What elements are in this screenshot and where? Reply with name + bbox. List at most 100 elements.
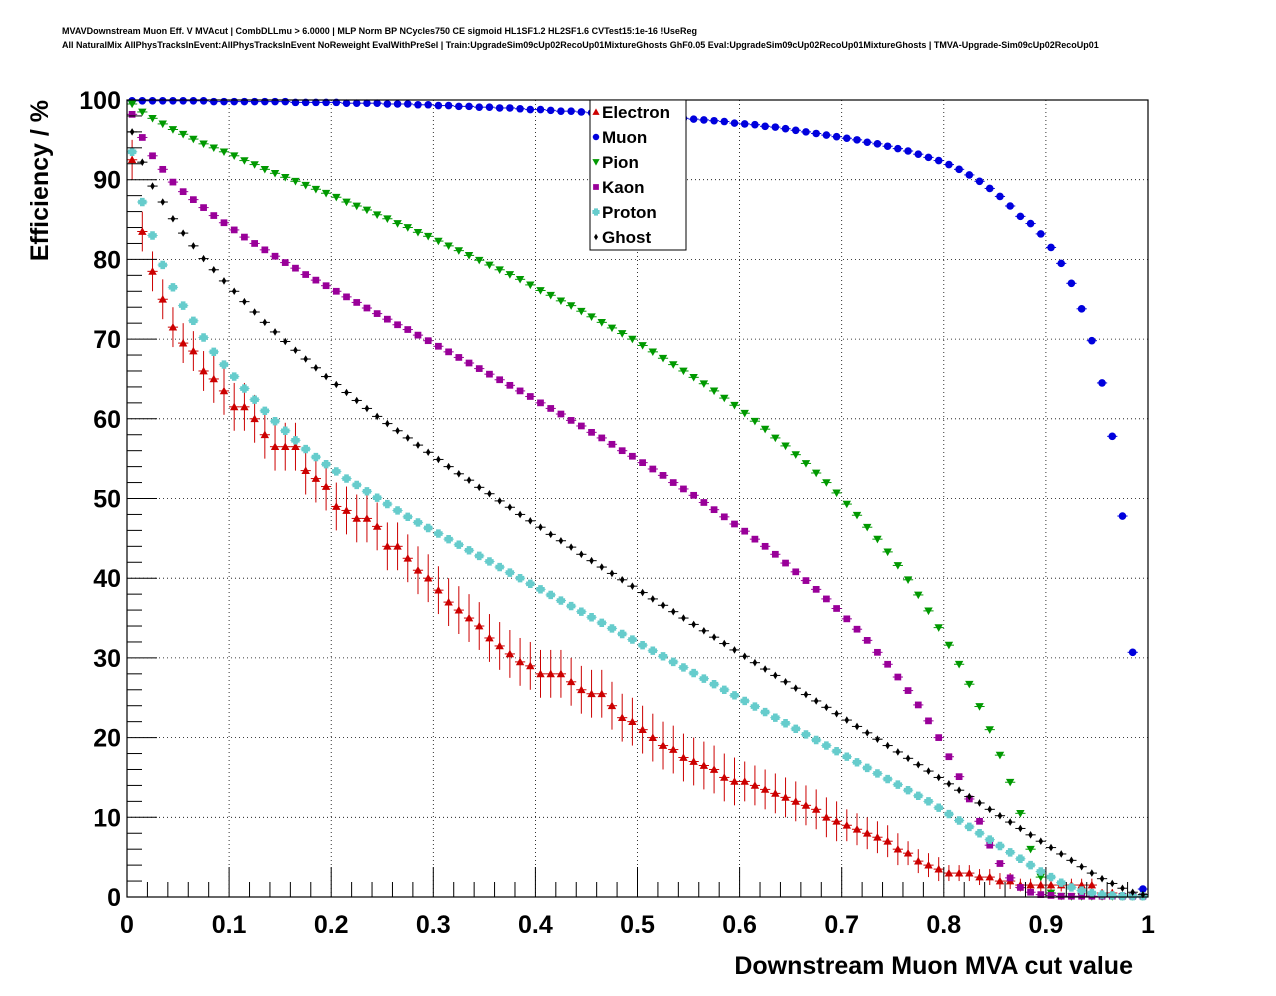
data-point bbox=[1058, 850, 1064, 858]
data-point bbox=[579, 550, 584, 559]
data-point bbox=[158, 97, 167, 105]
data-point bbox=[189, 316, 198, 325]
data-point bbox=[343, 293, 350, 301]
data-point bbox=[975, 703, 984, 711]
data-point bbox=[894, 673, 902, 681]
data-point bbox=[158, 120, 167, 129]
data-point bbox=[557, 410, 565, 418]
data-point bbox=[270, 169, 280, 178]
data-point bbox=[1046, 880, 1056, 889]
data-point bbox=[1046, 872, 1056, 882]
data-point bbox=[423, 523, 433, 533]
data-point bbox=[515, 574, 525, 583]
data-point bbox=[526, 281, 535, 290]
y-tick-label: 0 bbox=[107, 884, 121, 912]
data-point bbox=[607, 624, 617, 633]
data-point bbox=[985, 184, 994, 193]
data-point bbox=[199, 366, 208, 375]
data-point bbox=[924, 860, 933, 869]
data-point bbox=[975, 872, 984, 881]
data-point bbox=[628, 335, 637, 344]
data-point bbox=[434, 529, 443, 538]
data-point bbox=[230, 372, 239, 381]
data-point bbox=[138, 108, 147, 117]
data-point bbox=[760, 707, 770, 717]
data-point bbox=[352, 514, 361, 522]
data-point bbox=[159, 165, 167, 173]
data-point bbox=[926, 767, 931, 775]
data-point bbox=[883, 774, 892, 784]
data-point bbox=[709, 765, 719, 773]
legend-marker bbox=[594, 233, 598, 241]
data-point bbox=[863, 138, 872, 147]
data-point bbox=[496, 376, 504, 384]
data-point bbox=[1057, 892, 1065, 900]
data-point bbox=[281, 97, 290, 106]
data-point bbox=[689, 373, 698, 382]
data-point bbox=[946, 780, 952, 788]
data-point bbox=[219, 360, 229, 369]
data-point bbox=[301, 444, 310, 454]
data-point bbox=[1006, 874, 1014, 882]
data-point bbox=[648, 348, 658, 357]
data-point bbox=[199, 333, 208, 342]
data-point bbox=[617, 629, 627, 639]
data-point bbox=[403, 512, 412, 522]
data-point bbox=[281, 173, 290, 182]
data-point bbox=[658, 354, 668, 363]
data-point bbox=[904, 687, 912, 694]
data-point bbox=[140, 158, 145, 166]
data-point bbox=[454, 540, 464, 549]
data-point bbox=[893, 780, 903, 789]
data-point bbox=[383, 542, 392, 550]
legend-label: Electron bbox=[602, 103, 670, 122]
y-tick-label: 10 bbox=[93, 804, 121, 832]
data-point bbox=[517, 510, 523, 519]
x-tick-label: 0.2 bbox=[314, 911, 349, 939]
data-point bbox=[832, 746, 841, 756]
data-point bbox=[1026, 219, 1035, 228]
series-proton bbox=[127, 147, 1148, 901]
data-point bbox=[138, 97, 147, 105]
data-point bbox=[823, 595, 830, 603]
data-point bbox=[760, 425, 770, 434]
data-point bbox=[456, 470, 462, 478]
data-point bbox=[669, 657, 678, 667]
data-point bbox=[904, 147, 912, 155]
data-point bbox=[1087, 880, 1097, 889]
data-point bbox=[201, 254, 206, 263]
data-point bbox=[996, 860, 1004, 867]
data-point bbox=[262, 318, 268, 327]
data-point bbox=[680, 485, 687, 493]
data-point bbox=[444, 242, 453, 251]
data-point bbox=[752, 658, 758, 667]
data-point bbox=[954, 816, 964, 825]
data-point bbox=[597, 689, 606, 698]
data-point bbox=[842, 821, 852, 829]
data-point bbox=[506, 104, 514, 112]
data-point bbox=[179, 188, 187, 196]
data-point bbox=[505, 271, 515, 279]
data-point bbox=[853, 625, 861, 633]
data-point bbox=[342, 474, 351, 483]
data-point bbox=[546, 106, 555, 115]
data-point bbox=[323, 372, 329, 381]
tick-labels: 0 0.1 0.2 0.3 0.4 0.5 0.6 0.7 0.8 0.9 101020304050… bbox=[79, 87, 1155, 939]
data-point bbox=[588, 428, 595, 436]
data-point bbox=[423, 232, 433, 241]
data-point bbox=[179, 97, 187, 105]
legend-marker bbox=[592, 159, 600, 166]
data-point bbox=[802, 128, 810, 136]
data-point bbox=[526, 579, 535, 588]
data-point bbox=[874, 648, 881, 656]
data-point bbox=[732, 646, 737, 654]
data-point bbox=[987, 805, 993, 814]
data-point bbox=[250, 395, 259, 404]
data-point bbox=[404, 326, 412, 333]
data-point bbox=[863, 763, 872, 773]
data-point bbox=[311, 185, 321, 194]
data-point bbox=[293, 346, 298, 355]
data-point bbox=[1026, 860, 1035, 870]
data-point bbox=[720, 773, 729, 781]
data-point bbox=[1017, 884, 1024, 891]
